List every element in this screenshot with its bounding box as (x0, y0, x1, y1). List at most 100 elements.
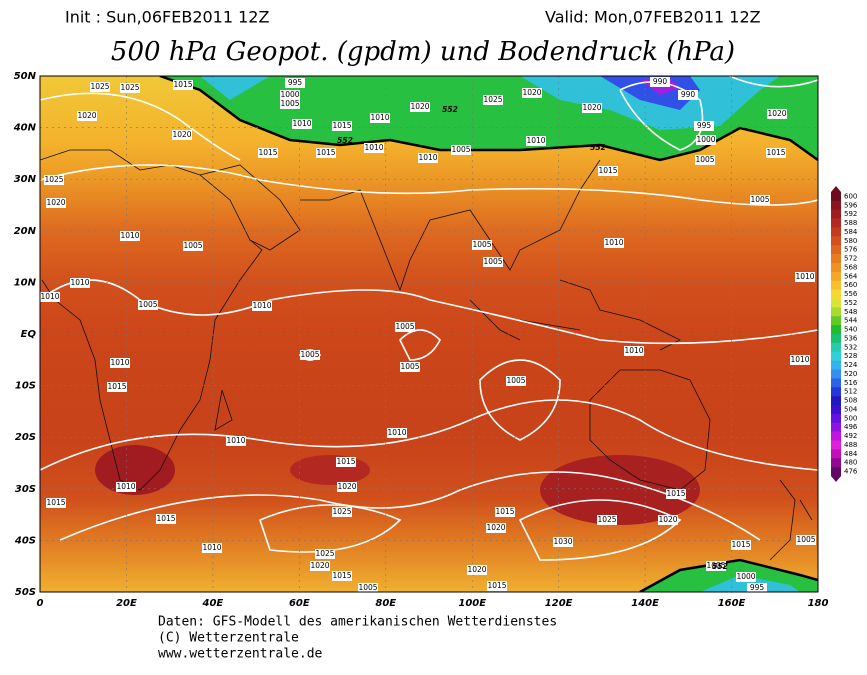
lat-label: 50S (15, 587, 36, 598)
isobar-label: 1010 (40, 292, 59, 301)
isobar-label-bg (451, 145, 471, 155)
colorbar-label: 560 (844, 281, 857, 289)
isobar-label-bg (77, 111, 97, 121)
isobar-label: 1025 (315, 549, 334, 558)
isobar-label: 1025 (597, 515, 616, 524)
isobar-label: 1010 (116, 482, 135, 491)
isobar-label: 1015 (258, 148, 277, 157)
height-label: 552 (590, 143, 606, 152)
isobar-label: 995 (697, 121, 712, 130)
isobar-label: 1005 (483, 257, 502, 266)
isobar-label-bg (332, 121, 352, 131)
map-frame (39, 75, 819, 593)
colorbar-label: 600 (844, 192, 857, 200)
isobar-label: 1005 (138, 300, 157, 309)
colorbar-swatch (831, 316, 841, 326)
isobar-label-bg (292, 119, 312, 129)
isobar-label: 1025 (120, 83, 139, 92)
isobar-label-bg (750, 195, 770, 205)
isobar-label: 1025 (90, 82, 109, 91)
colorbar-label: 556 (844, 290, 858, 298)
isobar-label: 1005 (750, 195, 769, 204)
colorbar-label: 532 (844, 343, 857, 351)
isobar-label: 1010 (526, 136, 545, 145)
height-label: 552 (337, 136, 353, 145)
lon-label: 160E (718, 598, 746, 609)
isobar-label: 1015 (107, 382, 126, 391)
isobar-label: 1015 (336, 457, 355, 466)
isobar-label-bg (795, 272, 815, 282)
isobar-label-bg (90, 82, 110, 92)
isobar-label: 1020 (522, 88, 541, 97)
colorbar-label: 496 (844, 423, 858, 431)
isobar-label-bg (364, 143, 384, 153)
isobar-label: 1020 (767, 109, 786, 118)
colorbar-label: 544 (844, 317, 858, 325)
colorbar-label: 500 (844, 414, 857, 422)
isobar-label: 1020 (337, 482, 356, 491)
isobar-label-bg (483, 257, 503, 267)
isobar-label-bg (418, 153, 438, 163)
colorbar-swatch (831, 396, 841, 406)
isobar-label-bg (790, 355, 810, 365)
contour-552 (159, 76, 818, 162)
isobar-label-bg (46, 498, 66, 508)
colorbar-label: 516 (844, 379, 858, 387)
init-time: Init : Sun,06FEB2011 12Z (65, 8, 269, 27)
isobar-label: 1015 (173, 80, 192, 89)
isobar-label: 1015 (666, 489, 685, 498)
colorbar-bottom (831, 476, 841, 482)
colorbar-label: 552 (844, 299, 857, 307)
isobar-label: 1010 (624, 346, 643, 355)
colorbar-label: 596 (844, 201, 858, 209)
colorbar-swatch (831, 307, 841, 317)
isobar-label-bg (624, 346, 644, 356)
isobar-label: 1020 (582, 103, 601, 112)
colorbar-label: 520 (844, 370, 857, 378)
isobar-label-bg (202, 543, 222, 553)
colorbar-swatch (831, 360, 841, 370)
colorbar-label: 504 (844, 405, 858, 413)
isobar-label-bg (604, 238, 624, 248)
colorbar: 6005965925885845805765725685645605565525… (831, 186, 858, 482)
isobar-label: 1005 (358, 583, 377, 592)
isobar-label-bg (116, 482, 136, 492)
colorbar-label: 584 (844, 228, 858, 236)
colorbar-swatch (831, 378, 841, 388)
isobar-label: 1005 (796, 535, 815, 544)
colorbar-swatch (831, 431, 841, 441)
isobar-label-bg (358, 583, 378, 592)
isobar-label-bg (747, 583, 767, 592)
lon-label: 40E (202, 598, 224, 609)
isobar-label: 1005 (280, 99, 299, 108)
lon-label: 140E (631, 598, 659, 609)
colorbar-swatch (831, 342, 841, 353)
isobar-label-bg (467, 565, 487, 575)
colorbar-label: 592 (844, 210, 857, 218)
lat-label: 10N (14, 277, 37, 288)
isobar-label-bg (332, 571, 352, 581)
colorbar-swatch (831, 236, 841, 246)
lon-label: 100E (458, 598, 486, 609)
isobar-label: 1000 (736, 572, 755, 581)
isobar-label-bg (506, 376, 526, 386)
isobar-label-bg (300, 350, 320, 360)
lat-label: 20N (14, 226, 37, 237)
isobar-label: 1010 (252, 301, 271, 310)
isobar-label-bg (486, 523, 506, 533)
isobar-label: 1015 (46, 498, 65, 507)
isobar-label-bg (285, 78, 305, 88)
colorbar-label: 536 (844, 334, 858, 342)
isobar-label: 1020 (410, 102, 429, 111)
isobar-label: 1010 (120, 231, 139, 240)
isobar-label: 990 (653, 77, 668, 86)
isobar-label-bg (731, 540, 751, 550)
isobar-label: 1005 (472, 240, 491, 249)
isobar-label: 1015 (731, 540, 750, 549)
isobar-label: 990 (681, 90, 696, 99)
colorbar-swatch (831, 280, 841, 290)
isobar-label: 1010 (110, 358, 129, 367)
colorbar-label: 580 (844, 237, 857, 245)
colorbar-label: 548 (844, 308, 857, 316)
isobar-label: 1010 (795, 272, 814, 281)
